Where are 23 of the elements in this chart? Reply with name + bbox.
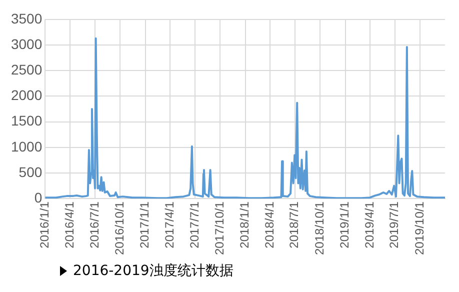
text: 2016-2019浊度统计数据 xyxy=(73,262,234,280)
y-tick-label: 1500 xyxy=(10,112,42,129)
y-tick-label: 2000 xyxy=(10,87,42,104)
x-tick-label: 2019/10/1 xyxy=(412,201,426,256)
x-tick-label: 2018/4/1 xyxy=(262,201,276,248)
x-tick-label: 2016/10/1 xyxy=(112,201,126,256)
y-tick-label: 3000 xyxy=(10,36,42,52)
x-tick-label: 2017/4/1 xyxy=(162,201,176,248)
x-tick-label: 2019/7/1 xyxy=(387,201,402,248)
x-tick-label: 2018/10/1 xyxy=(312,201,326,256)
x-tick-label: 2019/4/1 xyxy=(362,201,376,248)
x-tick-label: 2017/1/1 xyxy=(138,201,152,248)
x-tick-label: 2016/7/1 xyxy=(87,201,102,248)
x-tick-label: 2016/4/1 xyxy=(62,201,76,248)
y-tick-label: 1000 xyxy=(10,138,42,154)
x-tick-label: 2019/1/1 xyxy=(338,201,352,248)
x-tick-label: 2018/1/1 xyxy=(238,201,252,248)
y-tick-label: 500 xyxy=(18,164,42,180)
x-tick-label: 2017/10/1 xyxy=(212,201,226,256)
y-tick-label: 2500 xyxy=(10,61,42,78)
y-tick-label: 3500 xyxy=(10,10,42,26)
x-tick-label: 2018/7/1 xyxy=(287,201,302,248)
x-tick-label: 2017/7/1 xyxy=(187,201,202,248)
